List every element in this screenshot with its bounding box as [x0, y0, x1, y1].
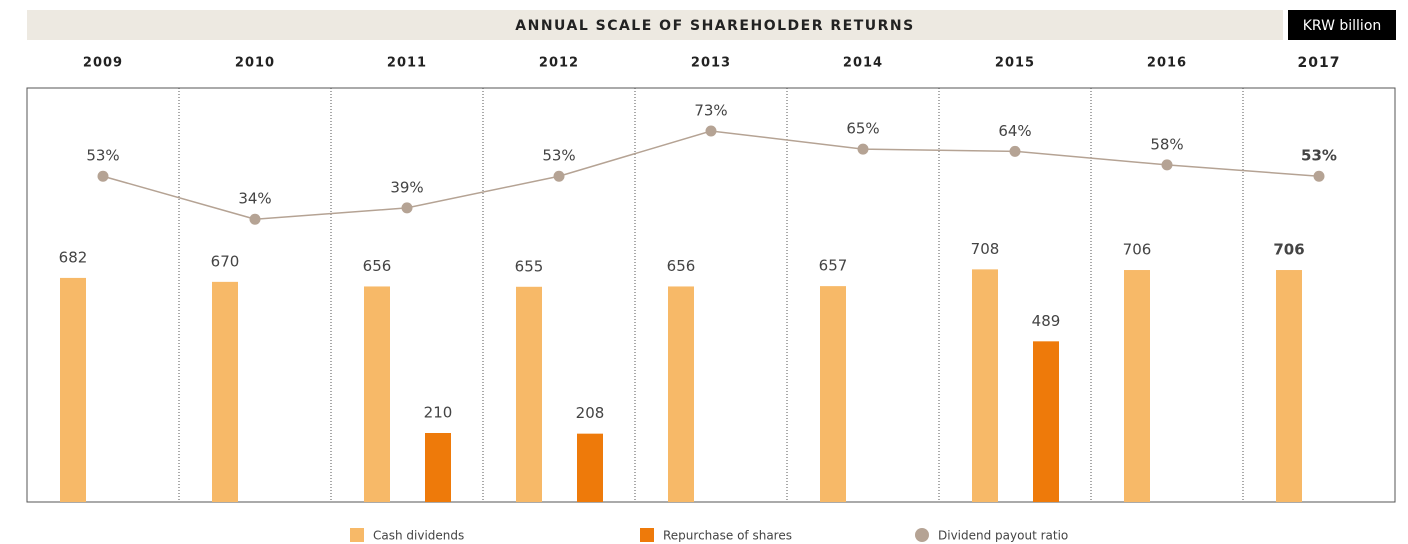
bar — [1124, 270, 1150, 502]
legend-swatch — [915, 528, 929, 542]
x-tick-label: 2013 — [691, 56, 731, 71]
title-band — [27, 10, 1283, 40]
bar — [364, 286, 390, 502]
value-label: 706 — [1273, 241, 1304, 259]
x-tick-label: 2009 — [83, 56, 123, 71]
value-label: 53% — [86, 147, 119, 165]
payout-dot — [401, 202, 413, 214]
payout-dot — [857, 143, 869, 155]
x-tick-label: 2016 — [1147, 56, 1187, 71]
payout-dot — [249, 213, 261, 225]
value-label: 706 — [1123, 241, 1152, 259]
x-tick-label: 2015 — [995, 56, 1035, 71]
payout-dot — [1161, 159, 1173, 171]
value-label: 53% — [542, 147, 575, 165]
plot-frame — [26, 87, 1396, 503]
value-label: 208 — [576, 404, 605, 422]
x-tick-label: 2012 — [539, 56, 579, 71]
value-label: 657 — [819, 257, 848, 275]
bar — [668, 286, 694, 502]
x-tick-label: 2010 — [235, 56, 275, 71]
value-label: 73% — [694, 101, 727, 119]
value-label: 53% — [1301, 147, 1337, 165]
payout-line — [102, 130, 1320, 220]
x-tick-label: 2017 — [1298, 55, 1341, 71]
value-label: 708 — [971, 240, 1000, 258]
value-label: 656 — [363, 257, 392, 275]
legend-swatch — [350, 528, 364, 542]
value-label: 39% — [390, 178, 423, 196]
payout-dot — [1313, 170, 1325, 182]
bar — [577, 433, 603, 502]
value-label: 682 — [59, 248, 88, 266]
legend-swatch — [640, 528, 654, 542]
payout-dot — [97, 170, 109, 182]
bar — [820, 286, 846, 502]
x-tick-label: 2011 — [387, 56, 427, 71]
bar — [972, 269, 998, 502]
value-label: 64% — [998, 122, 1031, 140]
bar — [516, 286, 542, 502]
value-label: 210 — [424, 404, 453, 422]
bar — [60, 277, 86, 502]
value-label: 65% — [846, 120, 879, 138]
unit-box — [1288, 10, 1396, 40]
value-label: 655 — [515, 257, 544, 275]
chart-title: ANNUAL SCALE OF SHAREHOLDER RETURNS — [515, 18, 914, 34]
bar — [1033, 341, 1059, 502]
bar — [425, 433, 451, 502]
value-label: 58% — [1150, 135, 1183, 153]
value-label: 670 — [211, 252, 240, 270]
legend-label: Repurchase of shares — [663, 529, 792, 543]
payout-dot — [1009, 145, 1021, 157]
payout-dot — [553, 170, 565, 182]
payout-dot — [705, 125, 717, 137]
x-tick-label: 2014 — [843, 56, 883, 71]
value-label: 489 — [1032, 312, 1061, 330]
bar — [1276, 270, 1302, 502]
legend-label: Dividend payout ratio — [938, 529, 1068, 543]
value-label: 34% — [238, 190, 271, 208]
legend-label: Cash dividends — [373, 529, 464, 543]
bar — [212, 281, 238, 502]
value-label: 656 — [667, 257, 696, 275]
unit-label: KRW billion — [1303, 18, 1382, 34]
